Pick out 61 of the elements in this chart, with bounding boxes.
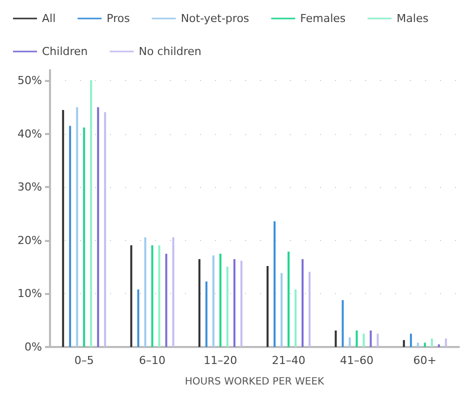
bar xyxy=(83,128,86,347)
legend-label: Pros xyxy=(106,12,130,25)
bar xyxy=(288,252,290,347)
bar xyxy=(165,254,168,347)
x-tick-label: 60+ xyxy=(413,354,437,367)
bar xyxy=(158,245,160,347)
bar xyxy=(308,272,311,347)
bar xyxy=(266,266,269,347)
bar xyxy=(356,330,358,347)
bar xyxy=(219,254,222,347)
bar xyxy=(410,334,412,347)
bar xyxy=(198,259,200,347)
bar xyxy=(342,300,344,347)
bar xyxy=(137,289,140,347)
bar xyxy=(438,344,440,347)
x-tick-label: 0–5 xyxy=(74,354,94,367)
bar xyxy=(144,237,146,347)
bar xyxy=(302,259,304,347)
x-tick-label: 41–60 xyxy=(340,354,374,367)
bar xyxy=(430,338,433,347)
x-axis-title: HOURS WORKED PER WEEK xyxy=(184,376,325,388)
bar xyxy=(69,126,72,347)
legend-label: Children xyxy=(42,45,88,58)
bar xyxy=(274,221,276,347)
bar xyxy=(348,337,351,347)
bar xyxy=(130,245,132,347)
bar xyxy=(233,259,236,347)
bar xyxy=(376,334,379,347)
legend-label: Males xyxy=(396,12,429,25)
bar xyxy=(280,272,283,347)
bar xyxy=(294,289,297,347)
bar xyxy=(172,237,174,347)
bar xyxy=(205,281,208,347)
y-tick-label: 20% xyxy=(18,234,42,247)
bar xyxy=(212,255,214,347)
bar xyxy=(97,107,100,347)
bar xyxy=(334,330,337,347)
y-tick-label: 40% xyxy=(18,127,42,140)
y-tick-label: 30% xyxy=(18,180,42,194)
bar xyxy=(370,330,372,347)
bar xyxy=(424,342,426,347)
bar xyxy=(416,342,419,347)
x-tick-label: 6–10 xyxy=(139,354,166,367)
bar xyxy=(240,260,242,347)
bar xyxy=(104,112,106,347)
legend-label: Not-yet-pros xyxy=(180,12,250,25)
x-tick-label: 11–20 xyxy=(204,354,238,367)
y-tick-label: 0% xyxy=(24,340,42,354)
bar xyxy=(444,338,447,347)
y-tick-label: 10% xyxy=(18,287,42,300)
legend-label: No children xyxy=(138,45,202,58)
bar xyxy=(151,245,154,347)
bar xyxy=(90,80,92,347)
bar xyxy=(362,334,365,347)
x-tick-label: 21–40 xyxy=(272,354,306,367)
bar xyxy=(402,340,405,347)
y-tick-label: 50% xyxy=(18,74,42,88)
legend-label: Females xyxy=(300,12,346,25)
bar xyxy=(76,107,78,347)
legend-label: All xyxy=(42,12,56,25)
bar xyxy=(226,266,228,347)
